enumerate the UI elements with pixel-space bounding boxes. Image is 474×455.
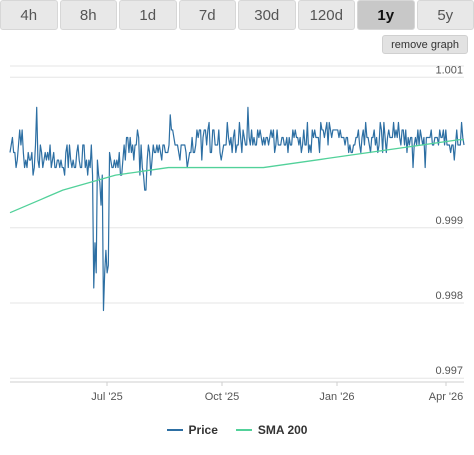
y-tick-label: 0.999 [435, 215, 463, 227]
price-swatch [166, 429, 183, 431]
grid-layer [10, 65, 464, 386]
tab-8h[interactable]: 8h [59, 0, 117, 30]
series-layer [9, 106, 465, 312]
label-layer: 0.997 0.998 0.999 1.001 Jul '25 Oct '25 Jan '2… [91, 64, 463, 403]
x-tick-label: Oct '25 [205, 391, 240, 403]
x-tick-label: Jul '25 [91, 391, 122, 403]
y-tick-label: 0.998 [435, 290, 463, 302]
legend-item-sma[interactable]: SMA 200 [235, 423, 308, 437]
tab-120d[interactable]: 120d [297, 0, 355, 30]
tab-1d[interactable]: 1d [119, 0, 177, 30]
x-tick-label: Jan '26 [319, 391, 354, 403]
chart-legend: Price SMA 200 [0, 420, 474, 440]
tab-5y[interactable]: 5y [416, 0, 474, 30]
tab-7d[interactable]: 7d [178, 0, 236, 30]
tab-4h[interactable]: 4h [0, 0, 58, 30]
tab-1y[interactable]: 1y [357, 0, 415, 30]
remove-graph-button[interactable]: remove graph [382, 35, 468, 54]
y-tick-label: 1.001 [435, 64, 463, 76]
price-chart: 0.997 0.998 0.999 1.001 Jul '25 Oct '25 Jan '2… [9, 64, 465, 403]
price-line [9, 106, 465, 312]
y-tick-label: 0.997 [435, 365, 463, 377]
legend-item-price[interactable]: Price [166, 423, 218, 437]
legend-sma-label: SMA 200 [257, 423, 308, 437]
sma-200-line [9, 139, 464, 214]
x-tick-label: Apr '26 [429, 391, 464, 403]
timeframe-tabs: 4h 8h 1d 7d 30d 120d 1y 5y [0, 0, 474, 30]
tab-30d[interactable]: 30d [238, 0, 296, 30]
sma-swatch [235, 429, 252, 431]
chart-area: 0.997 0.998 0.999 1.001 Jul '25 Oct '25 Jan '2… [0, 58, 474, 418]
legend-price-label: Price [188, 423, 218, 437]
